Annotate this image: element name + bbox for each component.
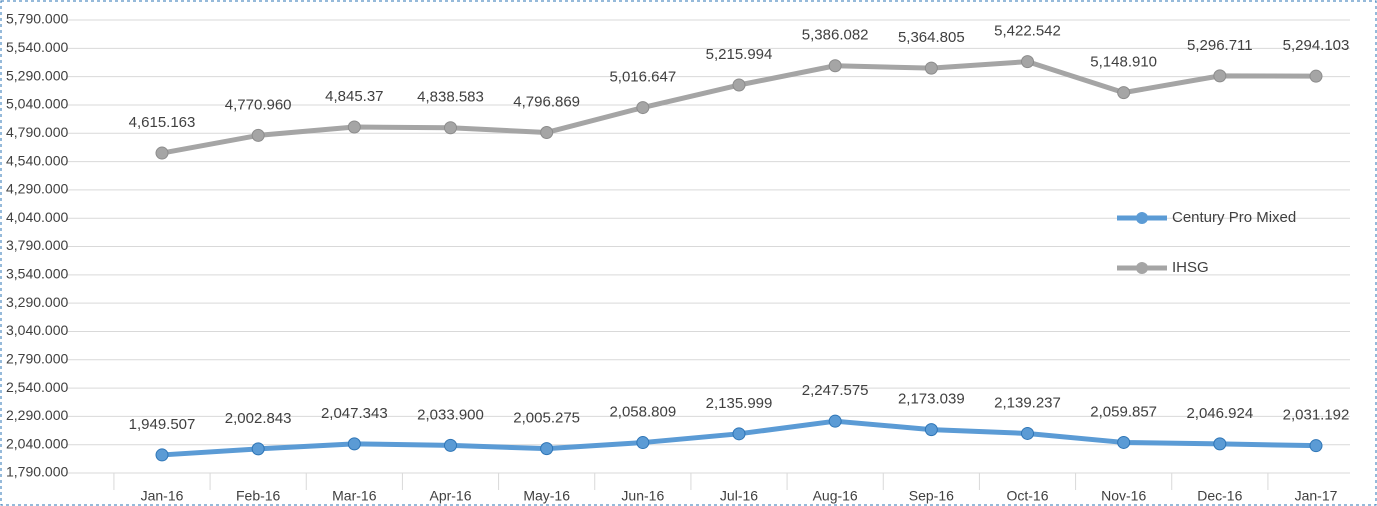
point xyxy=(732,78,746,92)
data-label: 4,770.960 xyxy=(225,96,292,113)
x-tick-label: Apr-16 xyxy=(429,488,471,504)
y-tick-label: 2,290.000 xyxy=(6,407,68,423)
x-tick-label: Aug-16 xyxy=(813,488,858,504)
data-label: 2,046.924 xyxy=(1186,405,1253,422)
y-tick-label: 4,290.000 xyxy=(6,181,68,197)
y-tick-label: 4,790.000 xyxy=(6,124,68,140)
point xyxy=(1309,69,1323,83)
data-label: 5,386.082 xyxy=(802,27,869,44)
x-tick-label: May-16 xyxy=(523,488,570,504)
point xyxy=(347,437,361,451)
data-label: 2,033.900 xyxy=(417,406,484,423)
series-line xyxy=(161,59,1317,156)
data-label: 5,215.994 xyxy=(706,46,773,63)
legend-marker xyxy=(1136,212,1148,224)
data-label: 2,002.843 xyxy=(225,410,292,427)
point xyxy=(1021,426,1034,440)
y-tick-label: 3,790.000 xyxy=(6,237,68,253)
y-tick-label: 2,540.000 xyxy=(6,379,68,395)
x-tick-label: Jan-17 xyxy=(1295,488,1338,504)
y-tick-label: 3,540.000 xyxy=(6,266,68,282)
legend-label: IHSG xyxy=(1172,259,1209,276)
x-tick-label: Mar-16 xyxy=(332,488,377,504)
point xyxy=(347,120,361,134)
data-label: 1,949.507 xyxy=(129,416,196,433)
data-label: 5,148.910 xyxy=(1090,54,1157,71)
point xyxy=(828,59,842,73)
data-label: 5,364.805 xyxy=(898,29,965,46)
point xyxy=(1213,69,1227,83)
point xyxy=(1309,439,1323,453)
y-tick-label: 1,790.000 xyxy=(6,464,68,480)
data-label: 2,058.809 xyxy=(609,404,676,421)
y-tick-label: 4,040.000 xyxy=(6,209,68,225)
data-label: 2,031.192 xyxy=(1283,407,1350,424)
point xyxy=(636,101,650,115)
point xyxy=(636,436,650,450)
y-tick-label: 2,790.000 xyxy=(6,350,68,366)
x-tick-label: Jan-16 xyxy=(141,488,184,504)
point xyxy=(1117,86,1131,100)
x-tick-label: Jul-16 xyxy=(720,488,758,504)
point xyxy=(251,128,265,142)
point xyxy=(444,438,457,452)
data-label: 2,135.999 xyxy=(706,395,773,412)
data-label: 4,838.583 xyxy=(417,89,484,106)
point xyxy=(540,442,554,456)
data-label: 4,845.37 xyxy=(325,88,383,105)
point xyxy=(1213,437,1227,451)
y-tick-label: 5,290.000 xyxy=(6,67,68,83)
data-label: 2,059.857 xyxy=(1090,403,1157,420)
point xyxy=(444,121,457,135)
y-tick-label: 5,790.000 xyxy=(6,11,68,27)
point xyxy=(1117,435,1131,449)
point xyxy=(924,423,938,437)
point xyxy=(540,125,554,139)
point xyxy=(1021,55,1034,69)
x-tick-label: Dec-16 xyxy=(1197,488,1242,504)
data-label: 5,016.647 xyxy=(609,69,676,86)
y-tick-label: 3,040.000 xyxy=(6,322,68,338)
x-tick-label: Feb-16 xyxy=(236,488,281,504)
legend-marker xyxy=(1136,262,1148,274)
data-label: 2,005.275 xyxy=(513,410,580,427)
y-tick-label: 5,540.000 xyxy=(6,39,68,55)
x-tick-label: Sep-16 xyxy=(909,488,954,504)
x-tick-label: Jun-16 xyxy=(621,488,664,504)
point xyxy=(828,414,842,428)
data-label: 2,173.039 xyxy=(898,391,965,408)
point xyxy=(732,427,746,441)
data-label: 2,047.343 xyxy=(321,405,388,422)
y-tick-label: 2,040.000 xyxy=(6,435,68,451)
legend-label: Century Pro Mixed xyxy=(1172,209,1296,226)
data-label: 2,139.237 xyxy=(994,394,1061,411)
y-tick-label: 4,540.000 xyxy=(6,152,68,168)
x-tick-label: Nov-16 xyxy=(1101,488,1146,504)
y-tick-label: 3,290.000 xyxy=(6,294,68,310)
x-tick-label: Oct-16 xyxy=(1006,488,1048,504)
y-tick-label: 5,040.000 xyxy=(6,96,68,112)
point xyxy=(155,448,169,462)
data-label: 5,296.711 xyxy=(1187,37,1253,54)
data-label: 2,247.575 xyxy=(802,382,869,399)
point xyxy=(924,61,938,75)
data-label: 5,422.542 xyxy=(994,23,1061,40)
point xyxy=(251,442,265,456)
point xyxy=(155,146,169,160)
data-label: 5,294.103 xyxy=(1283,37,1350,54)
data-label: 4,796.869 xyxy=(513,93,580,110)
data-label: 4,615.163 xyxy=(129,114,196,131)
